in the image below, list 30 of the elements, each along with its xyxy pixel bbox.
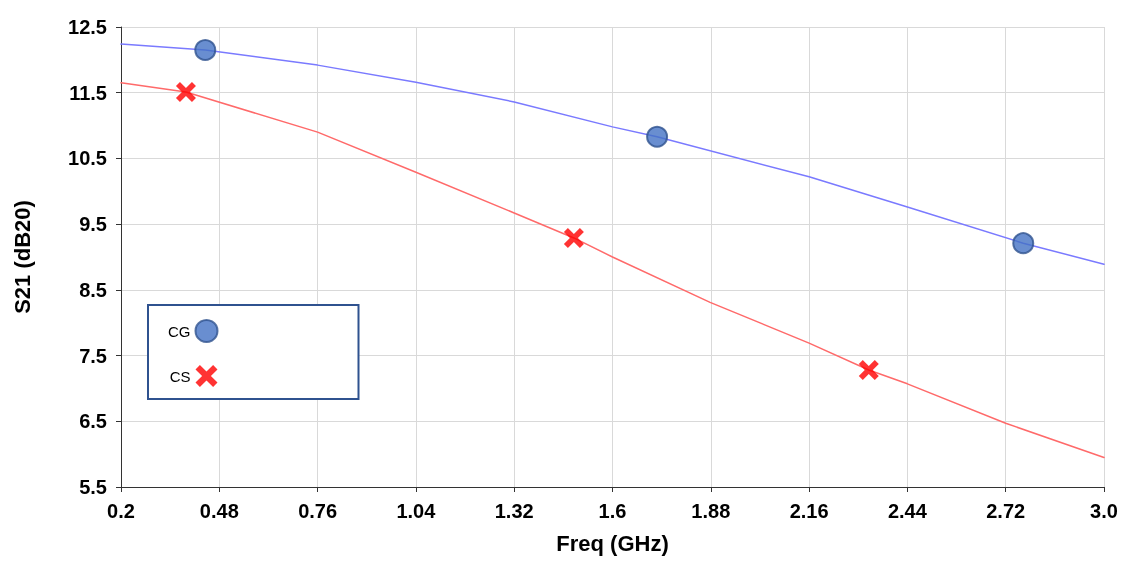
y-tick-label: 6.5	[79, 410, 107, 433]
x-tick-label: 3.0	[1090, 500, 1118, 522]
y-tick-label: 7.5	[79, 344, 107, 367]
line-series	[120, 82, 1105, 459]
y-axis-title: S21 (dB20)	[9, 200, 35, 314]
legend-label: CS	[169, 367, 191, 385]
x-tick-label: 2.16	[789, 500, 829, 522]
y-tick-label: 5.5	[79, 476, 107, 498]
x-tick-label: 0.48	[199, 500, 239, 522]
point	[194, 39, 217, 61]
x-tick-label: 0.76	[298, 500, 338, 522]
point	[1012, 232, 1035, 255]
y-tick-label: 12.5	[68, 16, 107, 38]
x-axis-title: Freq (GHz)	[556, 530, 669, 556]
x-tick-label: 1.32	[494, 500, 534, 522]
x-tick-label: 1.04	[396, 500, 437, 522]
point	[858, 360, 879, 381]
y-tick-label: 8.5	[79, 278, 107, 301]
point	[175, 82, 196, 103]
x-tick-label: 2.44	[887, 500, 928, 522]
x-tick-label: 1.88	[691, 500, 731, 522]
x-tick-label: 0.2	[107, 500, 135, 522]
x-tick-label: 2.72	[986, 500, 1026, 522]
y-tick-label: 11.5	[69, 81, 107, 104]
legend-label: CG	[168, 322, 191, 340]
x-tick-label: 1.6	[598, 500, 627, 522]
point	[646, 125, 669, 148]
y-tick-label: 9.5	[79, 213, 107, 236]
point	[563, 227, 584, 248]
y-tick-label: 10.5	[68, 147, 107, 170]
